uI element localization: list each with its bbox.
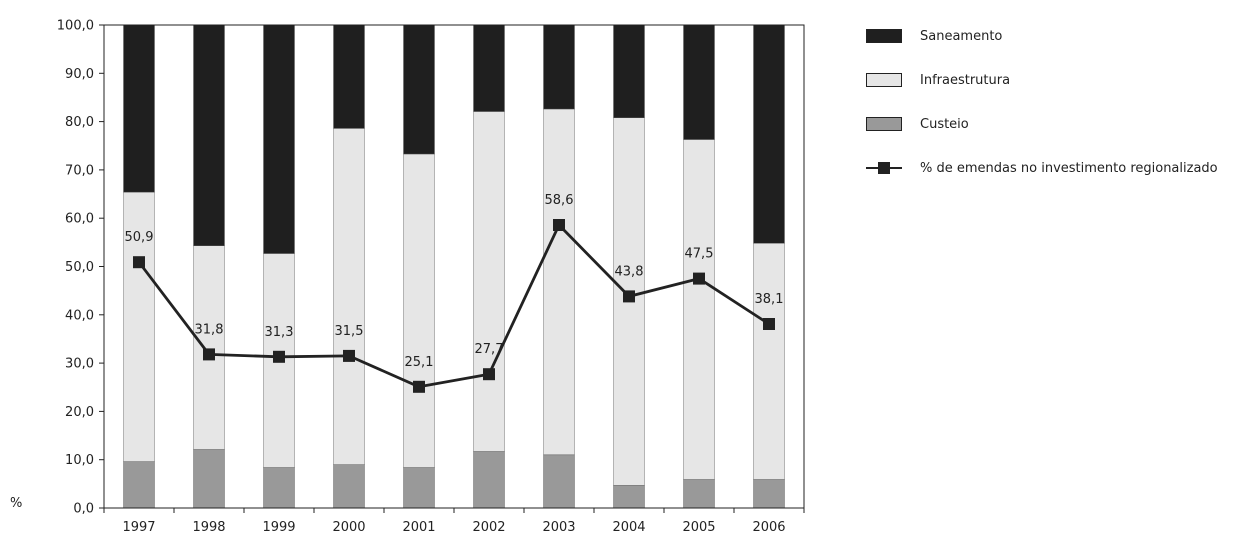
bar-custeio-2002: [473, 451, 505, 509]
bar-saneamento-2000: [333, 24, 365, 129]
data-label-2001: 25,1: [405, 355, 434, 370]
line-emendas: [137, 223, 770, 389]
x-tick-label-2001: 2001: [402, 520, 435, 535]
y-tick-label: 50,0: [65, 260, 94, 275]
bar-infraestrutura-1997: [123, 191, 155, 462]
bar-infraestrutura-2006: [753, 243, 785, 480]
bar-infraestrutura-2000: [333, 128, 365, 465]
y-unit-label: %: [10, 496, 23, 511]
legend-label-infraestrutura: Infraestrutura: [920, 72, 1011, 88]
legend-swatch-custeio: [866, 117, 902, 131]
data-label-1999: 31,3: [265, 325, 294, 340]
x-tick-label-2004: 2004: [612, 520, 645, 535]
data-label-1997: 50,9: [125, 230, 154, 245]
line-point-2006: [763, 318, 775, 330]
bar-custeio-2003: [543, 454, 575, 509]
legend-line-marker: [866, 161, 902, 175]
legend-swatch-infraestrutura: [866, 73, 902, 87]
x-tick-label-1997: 1997: [122, 520, 155, 535]
bar-saneamento-1998: [193, 24, 225, 246]
data-label-2002: 27,7: [475, 342, 504, 357]
x-tick-label-2006: 2006: [752, 520, 785, 535]
line-point-1999: [273, 350, 285, 363]
bar-saneamento-2006: [753, 24, 785, 244]
data-label-2004: 43,8: [615, 264, 644, 279]
bar-custeio-1998: [193, 449, 225, 509]
legend-label-saneamento: Saneamento: [920, 28, 1003, 44]
data-label-2000: 31,5: [335, 324, 364, 339]
bar-saneamento-2001: [403, 24, 435, 155]
y-tick-label: 80,0: [65, 115, 94, 130]
legend-label-custeio: Custeio: [920, 116, 969, 132]
line-point-2005: [693, 272, 705, 285]
bar-infraestrutura-2002: [473, 111, 505, 452]
y-tick-label: 10,0: [65, 453, 94, 468]
data-label-2006: 38,1: [755, 292, 784, 307]
bar-saneamento-2005: [683, 24, 715, 140]
bar-custeio-2001: [403, 467, 435, 509]
line-point-2002: [483, 368, 495, 381]
x-tick-label-2005: 2005: [682, 520, 715, 535]
bar-infraestrutura-2001: [403, 153, 435, 468]
bar-infraestrutura-2005: [683, 139, 715, 480]
data-label-1998: 31,8: [195, 322, 224, 337]
bar-infraestrutura-1998: [193, 245, 225, 450]
line-point-1997: [133, 256, 145, 269]
bar-custeio-2006: [753, 479, 785, 509]
bar-saneamento-2002: [473, 24, 505, 112]
legend-item-emendas: % de emendas no investimento regionaliza…: [866, 146, 1218, 190]
x-tick-label-2003: 2003: [542, 520, 575, 535]
y-tick-label: 0,0: [73, 502, 94, 517]
bar-custeio-1999: [263, 467, 295, 509]
line-point-2003: [553, 219, 565, 231]
bar-custeio-2000: [333, 464, 365, 509]
line-point-2004: [623, 290, 635, 303]
y-tick-label: 30,0: [65, 357, 94, 372]
bar-custeio-2004: [613, 485, 645, 509]
data-label-2003: 58,6: [545, 193, 574, 208]
bar-saneamento-2004: [613, 24, 645, 118]
y-tick-label: 100,0: [57, 19, 94, 34]
x-tick-label-2002: 2002: [472, 520, 505, 535]
legend-item-infraestrutura: Infraestrutura: [866, 58, 1218, 102]
y-tick-label: 60,0: [65, 212, 94, 227]
y-tick-label: 20,0: [65, 405, 94, 420]
y-tick-label: 40,0: [65, 308, 94, 323]
bar-saneamento-1997: [123, 24, 155, 193]
legend: Saneamento Infraestrutura Custeio % de e…: [866, 14, 1218, 190]
legend-swatch-saneamento: [866, 29, 902, 43]
x-tick-label-2000: 2000: [332, 520, 365, 535]
bar-saneamento-2003: [543, 24, 575, 110]
x-tick-label-1999: 1999: [262, 520, 295, 535]
bar-saneamento-1999: [263, 24, 295, 254]
legend-label-emendas: % de emendas no investimento regionaliza…: [920, 160, 1218, 176]
legend-item-custeio: Custeio: [866, 102, 1218, 146]
data-label-2005: 47,5: [685, 247, 714, 262]
line-point-1998: [203, 348, 215, 361]
x-tick-label-1998: 1998: [192, 520, 225, 535]
line-point-2000: [343, 349, 355, 362]
bar-custeio-2005: [683, 479, 715, 509]
y-tick-label: 70,0: [65, 163, 94, 178]
bar-infraestrutura-2003: [543, 108, 575, 455]
bar-custeio-1997: [123, 461, 155, 509]
legend-item-saneamento: Saneamento: [866, 14, 1218, 58]
y-tick-label: 90,0: [65, 67, 94, 82]
line-point-2001: [413, 380, 425, 393]
